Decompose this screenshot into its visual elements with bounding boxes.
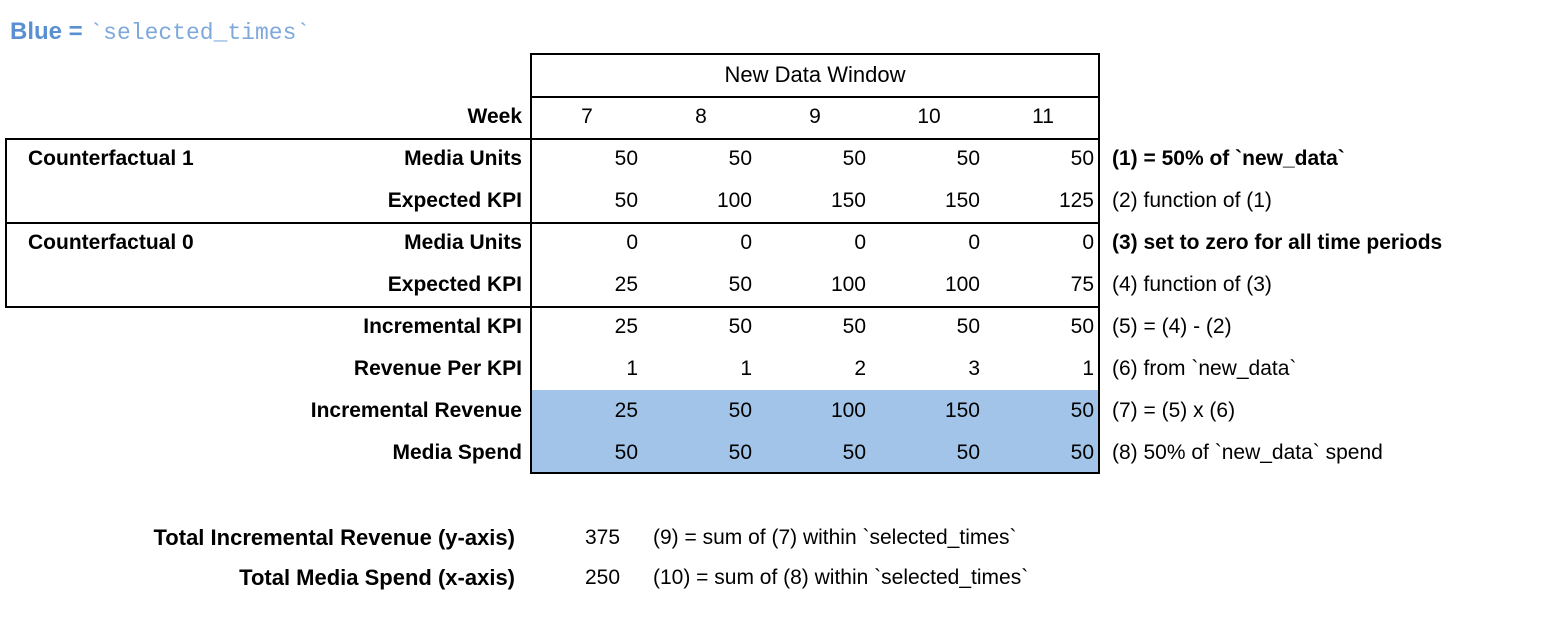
table-cell: 50 bbox=[842, 315, 866, 338]
table-cell: 125 bbox=[1058, 189, 1094, 212]
row-note: (7) = (5) x (6) bbox=[1112, 399, 1236, 422]
table-cell: 50 bbox=[728, 399, 752, 422]
table-cell: 100 bbox=[944, 273, 980, 296]
table-cell: 0 bbox=[854, 231, 866, 254]
selected-times-highlight bbox=[531, 390, 1098, 472]
table-cell: 100 bbox=[716, 189, 752, 212]
row-note: (4) function of (3) bbox=[1112, 273, 1272, 296]
row-label: Expected KPI bbox=[387, 189, 522, 212]
table-border-under-window-header bbox=[530, 96, 1100, 98]
row-label: Incremental KPI bbox=[363, 315, 522, 338]
week-number: 9 bbox=[809, 105, 821, 128]
new-data-window-header: New Data Window bbox=[724, 62, 906, 87]
total-media-spend-label: Total Media Spend (x-axis) bbox=[239, 565, 515, 590]
row-label: Media Spend bbox=[392, 441, 522, 464]
table-cell: 0 bbox=[740, 231, 752, 254]
table-cell: 50 bbox=[1070, 315, 1094, 338]
legend-blue-code: `selected_times` bbox=[89, 20, 311, 46]
table-cell: 100 bbox=[830, 273, 866, 296]
table-cell: 0 bbox=[968, 231, 980, 254]
table-cell: 150 bbox=[830, 189, 866, 212]
table-cell: 50 bbox=[956, 441, 980, 464]
table-cell: 50 bbox=[728, 273, 752, 296]
row-label: Media Units bbox=[404, 231, 522, 254]
table-cell: 50 bbox=[1070, 147, 1094, 170]
row-note: (8) 50% of `new_data` spend bbox=[1112, 441, 1383, 464]
table-cell: 50 bbox=[614, 189, 638, 212]
week-number: 7 bbox=[581, 105, 593, 128]
table-cell: 50 bbox=[1070, 399, 1094, 422]
table-cell: 50 bbox=[842, 441, 866, 464]
row-label: Expected KPI bbox=[387, 273, 522, 296]
row-note: (5) = (4) - (2) bbox=[1112, 315, 1232, 338]
table-cell: 25 bbox=[614, 315, 638, 338]
table-cell: 0 bbox=[1082, 231, 1094, 254]
row-note: (6) from `new_data` bbox=[1112, 357, 1297, 380]
row-note: (1) = 50% of `new_data` bbox=[1112, 147, 1345, 170]
table-border-under-counterfactual-0 bbox=[5, 306, 1100, 308]
group-label-counterfactual-1: Counterfactual 1 bbox=[28, 147, 194, 170]
week-number: 10 bbox=[917, 105, 941, 128]
legend-blue-label: Blue = bbox=[10, 18, 90, 45]
table-cell: 50 bbox=[842, 147, 866, 170]
table-border-under-week-row bbox=[5, 138, 1100, 140]
total-media-spend-value: 250 bbox=[585, 566, 621, 589]
data-grid-right-border bbox=[1098, 53, 1100, 474]
table-border-top bbox=[530, 53, 1100, 55]
table-cell: 50 bbox=[728, 315, 752, 338]
week-label: Week bbox=[467, 105, 522, 128]
week-number: 11 bbox=[1032, 105, 1054, 128]
table-cell: 50 bbox=[614, 441, 638, 464]
total-incremental-revenue-label: Total Incremental Revenue (y-axis) bbox=[153, 525, 516, 550]
table-cell: 0 bbox=[626, 231, 638, 254]
group-label-counterfactual-0: Counterfactual 0 bbox=[28, 231, 194, 254]
table-cell: 50 bbox=[728, 441, 752, 464]
table-cell: 150 bbox=[944, 399, 980, 422]
row-label: Media Units bbox=[404, 147, 522, 170]
table-cell: 150 bbox=[944, 189, 980, 212]
table-cell: 1 bbox=[1082, 357, 1094, 380]
row-note: (2) function of (1) bbox=[1112, 189, 1272, 212]
row-label: Incremental Revenue bbox=[310, 399, 522, 422]
data-grid-left-border bbox=[530, 53, 532, 474]
total-media-spend-note: (10) = sum of (8) within `selected_times… bbox=[653, 566, 1029, 589]
table-cell: 3 bbox=[968, 357, 980, 380]
table-cell: 25 bbox=[614, 273, 638, 296]
table-cell: 50 bbox=[614, 147, 638, 170]
total-incremental-revenue-value: 375 bbox=[585, 526, 621, 549]
table-cell: 1 bbox=[626, 357, 638, 380]
week-number: 8 bbox=[695, 105, 707, 128]
table-cell: 50 bbox=[1070, 441, 1094, 464]
row-note: (3) set to zero for all time periods bbox=[1112, 231, 1443, 254]
legend-blue: Blue = `selected_times` bbox=[10, 18, 310, 46]
row-label: Revenue Per KPI bbox=[353, 357, 522, 380]
table-cell: 25 bbox=[614, 399, 638, 422]
total-incremental-revenue-note: (9) = sum of (7) within `selected_times` bbox=[653, 526, 1017, 549]
table-cell: 75 bbox=[1070, 273, 1094, 296]
table-cell: 1 bbox=[740, 357, 752, 380]
table-cell: 50 bbox=[956, 315, 980, 338]
table-cell: 100 bbox=[830, 399, 866, 422]
table-border-between-counterfactuals bbox=[5, 222, 1100, 224]
table-cell: 2 bbox=[854, 357, 866, 380]
table-cell: 50 bbox=[728, 147, 752, 170]
table-border-bottom bbox=[530, 472, 1100, 474]
table-cell: 50 bbox=[956, 147, 980, 170]
label-box-left-border bbox=[5, 138, 7, 308]
